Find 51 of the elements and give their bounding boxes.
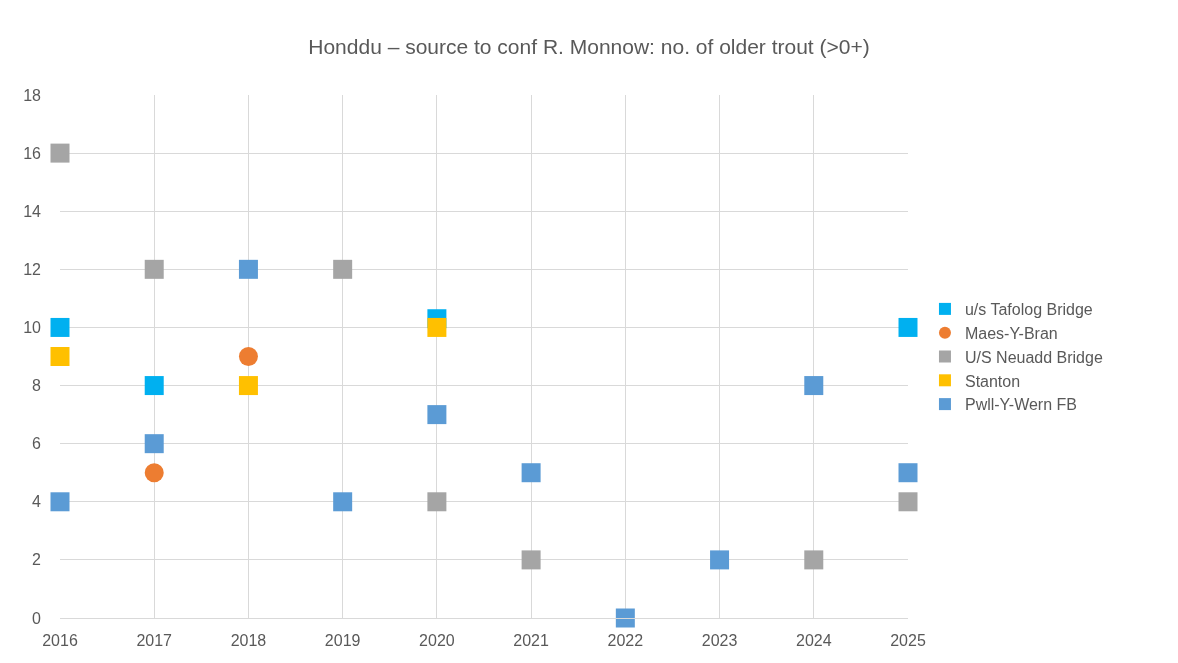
x-tick-label: 2016	[42, 632, 78, 650]
point	[804, 376, 824, 396]
point	[898, 463, 918, 483]
x-tick-label: 2018	[230, 632, 267, 650]
y-tick-label: 14	[23, 202, 42, 220]
x-tick-label: 2017	[136, 632, 173, 650]
y-tick-label: 0	[32, 609, 42, 627]
legend-label: u/s Tafolog Bridge	[964, 301, 1093, 319]
point	[144, 376, 164, 396]
x-tick-label: 2020	[419, 632, 455, 650]
point	[333, 492, 353, 512]
chart-title: Honddu – source to conf R. Monnow: no. of older trout (>0+)	[308, 35, 870, 59]
legend-label: Stanton	[964, 372, 1021, 390]
point	[427, 317, 447, 337]
point	[238, 347, 258, 366]
point	[50, 143, 70, 163]
point	[144, 434, 164, 454]
y-tick-label: 16	[23, 144, 42, 162]
point	[710, 550, 730, 570]
legend-label: Maes-Y-Bran	[964, 324, 1058, 342]
y-tick-label: 8	[32, 377, 42, 395]
y-tick-label: 18	[23, 86, 42, 104]
point	[238, 259, 258, 279]
point	[427, 405, 447, 425]
x-tick-label: 2023	[701, 632, 738, 650]
point	[50, 347, 70, 366]
point	[50, 317, 70, 337]
point	[238, 376, 258, 396]
point	[144, 259, 164, 279]
point	[144, 463, 164, 483]
point	[521, 550, 541, 570]
y-tick-label: 12	[23, 260, 42, 278]
x-tick-label: 2025	[890, 632, 926, 650]
y-tick-label: 6	[32, 435, 42, 453]
x-tick-label: 2021	[513, 632, 550, 650]
point	[50, 492, 70, 512]
x-tick-label: 2022	[607, 632, 644, 650]
y-tick-label: 10	[23, 319, 42, 337]
y-tick-label: 2	[32, 551, 42, 569]
x-tick-label: 2019	[324, 632, 361, 650]
point	[898, 492, 918, 512]
x-tick-label: 2024	[795, 632, 832, 650]
point	[615, 608, 635, 628]
legend-label: Pwll-Y-Wern FB	[964, 396, 1077, 414]
point	[804, 550, 824, 570]
point	[898, 317, 918, 337]
point	[521, 463, 541, 483]
y-tick-label: 4	[32, 493, 42, 511]
point	[333, 259, 353, 279]
legend-label: U/S Neuadd Bridge	[964, 348, 1103, 366]
point	[427, 492, 447, 512]
